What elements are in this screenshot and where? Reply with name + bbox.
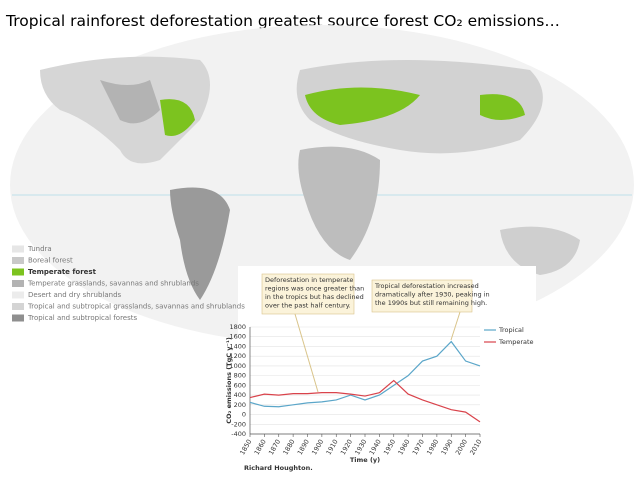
annotation-text: Tropical deforestation increased	[374, 282, 479, 290]
credit: Richard Houghton.	[244, 464, 313, 472]
y-tick-label: 1400	[229, 342, 246, 350]
legend-swatch	[12, 303, 24, 310]
y-tick-label: 0	[242, 411, 246, 419]
legend-label: Desert and dry shrublands	[28, 291, 122, 299]
annotation-text: Deforestation in temperate	[265, 276, 353, 284]
series-line	[249, 379, 481, 423]
legend-label: Temperate	[498, 338, 534, 346]
legend-swatch	[12, 245, 24, 253]
legend-swatch	[12, 268, 24, 276]
y-tick-label: 1000	[229, 362, 246, 370]
legend-swatch	[12, 314, 24, 322]
y-tick-label: 1600	[229, 333, 246, 341]
annotation-text: regions was once greater than	[265, 285, 364, 293]
y-tick-label: 1800	[229, 323, 246, 331]
x-axis-label: Time (y)	[350, 456, 380, 464]
legend-swatch	[12, 257, 24, 264]
slide-title: Tropical rainforest deforestation greate…	[5, 12, 560, 30]
legend-swatch	[12, 291, 24, 299]
annotation-box	[371, 279, 473, 313]
annotation-text: over the past half century.	[265, 302, 351, 310]
y-tick-label: 600	[234, 381, 246, 389]
y-tick-label: 400	[234, 391, 246, 399]
legend-swatch	[12, 280, 24, 287]
legend-label: Tropical and subtropical grasslands, sav…	[27, 303, 245, 311]
y-tick-label: 800	[234, 372, 246, 380]
y-tick-label: -200	[231, 420, 246, 428]
annotation-text: the 1990s but still remaining high.	[375, 299, 487, 307]
world-map	[10, 25, 634, 345]
y-tick-label: 1200	[229, 352, 246, 360]
annotation-text: in the tropics but has declined	[265, 293, 364, 301]
annotation-pointer	[294, 313, 319, 393]
y-tick-label: 200	[234, 401, 246, 409]
legend-label: Boreal forest	[28, 257, 73, 265]
legend-label: Temperate grasslands, savannas and shrub…	[27, 280, 199, 288]
legend-label: Tundra	[27, 245, 52, 253]
annotation-text: dramatically after 1930, peaking in	[375, 291, 490, 299]
legend-label: Temperate forest	[28, 268, 97, 276]
legend-label: Tropical	[498, 326, 524, 334]
series-line	[249, 340, 481, 408]
annotation-pointer	[450, 311, 461, 341]
legend-label: Tropical and subtropical forests	[27, 314, 137, 322]
annotation-box	[261, 273, 355, 315]
y-tick-label: -400	[231, 430, 246, 438]
y-axis-label: CO₂ emissions (TgC y⁻¹)	[225, 337, 233, 424]
